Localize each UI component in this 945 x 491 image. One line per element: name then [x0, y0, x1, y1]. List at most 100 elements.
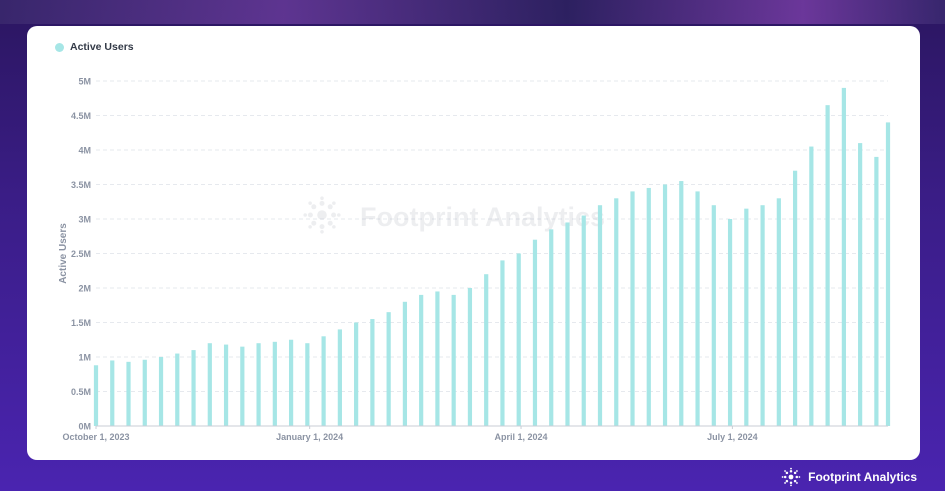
x-tick-label: October 1, 2023 — [62, 432, 129, 442]
bar[interactable] — [662, 184, 668, 427]
y-tick-label: 1.5M — [71, 318, 91, 328]
bar[interactable] — [885, 122, 891, 427]
bar[interactable] — [370, 319, 375, 426]
bar[interactable] — [760, 205, 765, 426]
bar[interactable] — [305, 343, 310, 426]
logo-ray-dot — [789, 469, 793, 473]
bar[interactable] — [500, 260, 505, 426]
y-tick-label: 1M — [78, 353, 91, 363]
y-tick-label: 0M — [78, 422, 91, 432]
bar[interactable] — [158, 357, 164, 426]
y-tick-label: 4M — [78, 146, 91, 156]
y-axis-title: Active Users — [58, 223, 69, 284]
bar[interactable] — [614, 198, 619, 426]
bar[interactable] — [223, 344, 229, 426]
logo-ray-dot — [796, 482, 798, 484]
bar[interactable] — [744, 208, 749, 426]
bar[interactable] — [272, 341, 277, 426]
bar[interactable] — [532, 239, 538, 426]
logo-ray-dot — [332, 225, 336, 229]
watermark: Footprint Analytics — [303, 196, 605, 234]
logo-ray-dot — [796, 470, 798, 472]
bar[interactable] — [809, 146, 814, 427]
watermark-text: Footprint Analytics — [360, 202, 605, 232]
brand-text: Footprint Analytics — [808, 470, 917, 484]
bar[interactable] — [93, 365, 99, 426]
bar[interactable] — [776, 198, 781, 426]
bar[interactable] — [386, 312, 391, 426]
logo-ray-dot — [784, 470, 787, 472]
y-tick-label: 0.5M — [71, 387, 91, 397]
bar[interactable] — [516, 253, 521, 427]
x-tick-label: April 1, 2024 — [495, 432, 548, 442]
y-tick-label: 3.5M — [71, 180, 91, 190]
logo-ray-dot — [307, 212, 313, 218]
logo-ray-dot — [784, 482, 787, 484]
logo-ray-dot — [798, 476, 801, 478]
logo-ray-dot — [784, 475, 787, 479]
bar[interactable] — [337, 329, 342, 426]
x-tick-label: July 1, 2024 — [707, 432, 758, 442]
bar[interactable] — [646, 187, 651, 426]
y-tick-label: 2.5M — [71, 249, 91, 259]
logo-ray-dot — [320, 230, 324, 234]
bar[interactable] — [419, 294, 424, 426]
brand-footer: Footprint Analytics — [780, 466, 917, 488]
logo-ray-dot — [785, 479, 789, 483]
bar[interactable] — [451, 294, 456, 426]
bar[interactable] — [874, 156, 879, 426]
bar[interactable] — [679, 181, 684, 426]
bar[interactable] — [549, 229, 554, 426]
bar[interactable] — [110, 360, 115, 426]
legend-label: Active Users — [70, 41, 134, 53]
logo-ray-dot — [308, 225, 312, 229]
bar[interactable] — [695, 191, 700, 426]
bar[interactable] — [142, 359, 147, 426]
bar[interactable] — [467, 288, 473, 426]
bar[interactable] — [792, 170, 798, 426]
logo-ray-dot — [337, 213, 341, 217]
bar[interactable] — [565, 222, 570, 426]
bar[interactable] — [581, 215, 586, 426]
chart-legend[interactable]: Active Users — [55, 41, 134, 53]
logo-ray-dot — [795, 475, 799, 479]
bar[interactable] — [402, 301, 408, 426]
logo-ray-dot — [311, 204, 317, 210]
x-tick-label: January 1, 2024 — [276, 432, 343, 442]
bar[interactable] — [175, 353, 180, 426]
bar[interactable] — [321, 336, 326, 426]
logo-ray-dot — [790, 467, 793, 470]
logo-ray-dot — [781, 476, 784, 478]
bar[interactable] — [711, 205, 716, 426]
bar[interactable] — [630, 191, 635, 426]
bar[interactable] — [126, 361, 131, 426]
logo-ray-dot — [789, 481, 793, 485]
bar[interactable] — [858, 143, 863, 426]
bar[interactable] — [207, 343, 212, 426]
bar[interactable] — [354, 322, 359, 427]
bar[interactable] — [597, 205, 603, 426]
y-tick-label: 5M — [78, 77, 91, 87]
y-tick-label: 2M — [78, 284, 91, 294]
bar[interactable] — [841, 87, 846, 427]
logo-ray-dot — [320, 196, 324, 200]
logo-ray-dot — [303, 213, 307, 217]
background-header-strip — [0, 0, 945, 24]
logo-ray-dot — [785, 471, 789, 475]
bar[interactable] — [727, 219, 733, 426]
y-tick-label: 4.5M — [71, 111, 91, 121]
logo-ray-dot — [332, 201, 336, 205]
logo-core — [317, 210, 327, 220]
bar[interactable] — [191, 350, 196, 426]
logo-ray-dot — [331, 212, 337, 218]
bar[interactable] — [288, 339, 294, 426]
bar[interactable] — [825, 105, 830, 427]
logo-ray-dot — [308, 201, 312, 205]
bar[interactable] — [256, 343, 261, 426]
bar[interactable] — [484, 274, 489, 426]
footprint-logo-icon — [303, 196, 341, 234]
logo-ray-dot — [793, 471, 797, 475]
bar[interactable] — [435, 291, 440, 426]
bar[interactable] — [240, 346, 245, 426]
